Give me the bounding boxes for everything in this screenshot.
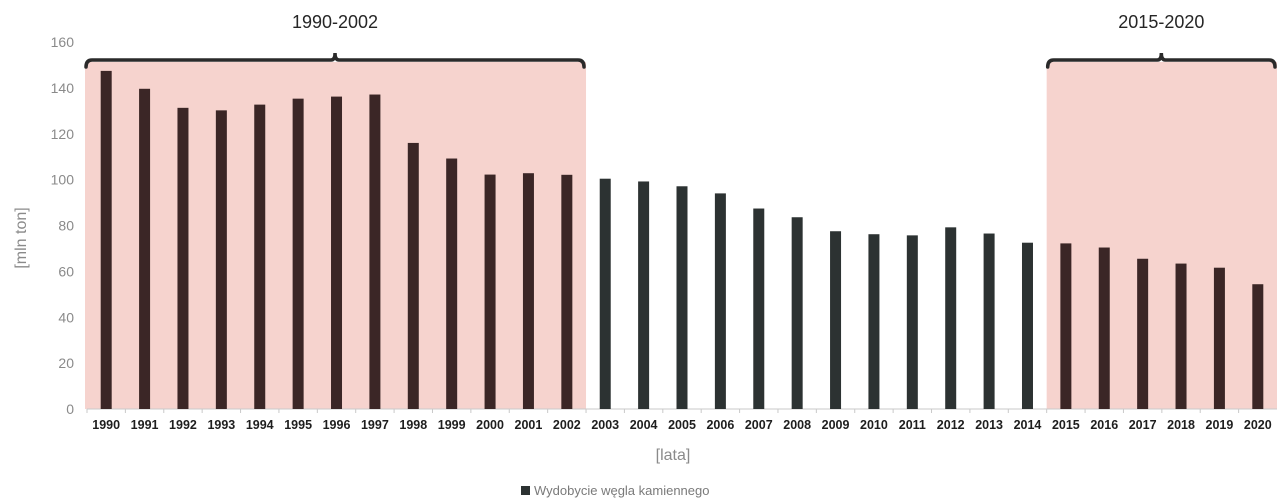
x-tick-label: 1991 [131, 418, 159, 432]
period-bracket-1 [84, 52, 586, 69]
x-tick-label: 2004 [630, 418, 658, 432]
y-axis-title: [mln ton] [13, 207, 30, 268]
bars-layer [100, 70, 1264, 410]
period-label-1: 1990-2002 [292, 12, 378, 32]
x-tick-label: 1998 [399, 418, 427, 432]
x-tick-label: 2006 [706, 418, 734, 432]
labels-layer: 1990-2002 2015-2020 1990 1991 1992 1993 1994 19… [92, 12, 1271, 432]
x-tick-label: 2001 [515, 418, 543, 432]
x-tick-label: 2017 [1129, 418, 1157, 432]
x-tick-label: 1996 [323, 418, 351, 432]
bar-1995 [292, 98, 304, 409]
x-tick-label: 2007 [745, 418, 773, 432]
legend-swatch [521, 486, 530, 495]
bar-1992 [177, 107, 189, 409]
x-tick-label: 2003 [591, 418, 619, 432]
bar-1991 [139, 88, 151, 409]
y-tick-label: 80 [58, 218, 74, 234]
bar-2008 [791, 217, 803, 409]
bar-2004 [638, 181, 650, 409]
bar-2013 [983, 233, 995, 409]
bar-1993 [215, 110, 227, 409]
legend-label: Wydobycie węgla kamiennego [534, 483, 709, 498]
bar-2007 [753, 208, 765, 409]
x-tick-label: 1994 [246, 418, 274, 432]
x-tick-label: 2005 [668, 418, 696, 432]
x-axis-title: [lata] [656, 447, 691, 464]
y-tick-label: 0 [66, 401, 74, 417]
bar-2011 [906, 235, 918, 409]
bar-1999 [446, 158, 458, 409]
bar-1998 [407, 142, 419, 410]
axes-layer: 0 20 40 60 80 100 120 140 160 [51, 34, 1277, 417]
y-tick-label: 120 [51, 126, 75, 142]
x-tick-label: 1990 [92, 418, 120, 432]
y-tick-label: 60 [58, 263, 74, 279]
legend: Wydobycie węgla kamiennego [521, 483, 709, 498]
x-tick-label: 2012 [937, 418, 965, 432]
highlight-region-2 [1046, 62, 1277, 409]
y-tick-label: 160 [51, 34, 75, 50]
bar-2017 [1137, 258, 1149, 409]
bar-1990 [100, 70, 112, 410]
bar-2001 [522, 173, 534, 409]
bar-2016 [1098, 247, 1110, 409]
bar-1994 [254, 104, 266, 409]
x-tick-label: 2015 [1052, 418, 1080, 432]
x-tick-label: 2019 [1206, 418, 1234, 432]
bar-2010 [868, 234, 880, 409]
x-tick-label: 2000 [476, 418, 504, 432]
bar-2003 [599, 178, 611, 409]
y-tick-label: 140 [51, 80, 75, 96]
x-tick-label: 2010 [860, 418, 888, 432]
bar-2005 [676, 186, 688, 409]
period-bracket-2 [1045, 52, 1277, 69]
bar-2006 [714, 193, 726, 409]
period-label-2: 2015-2020 [1118, 12, 1204, 32]
bar-2014 [1021, 242, 1033, 409]
bar-1997 [369, 94, 381, 409]
bar-2019 [1213, 267, 1225, 409]
x-tick-label: 1995 [284, 418, 312, 432]
x-tick-label: 2008 [783, 418, 811, 432]
bar-2018 [1175, 263, 1187, 409]
x-tick-label: 2011 [899, 418, 926, 432]
bar-2009 [830, 231, 842, 409]
y-tick-label: 40 [58, 309, 74, 325]
x-tick-label: 2002 [553, 418, 581, 432]
bar-2015 [1060, 243, 1072, 409]
y-tick-label: 20 [58, 355, 74, 371]
x-tick-label: 1997 [361, 418, 389, 432]
bar-2002 [561, 174, 573, 409]
x-tick-label: 2018 [1167, 418, 1195, 432]
x-tick-label: 1993 [207, 418, 235, 432]
x-tick-label: 2014 [1014, 418, 1042, 432]
y-tick-label: 100 [51, 172, 75, 188]
x-tick-label: 1992 [169, 418, 197, 432]
x-tick-label: 2013 [975, 418, 1003, 432]
x-tick-label: 1999 [438, 418, 466, 432]
x-tick-label: 2020 [1244, 418, 1272, 432]
bar-1996 [331, 96, 343, 409]
bar-2020 [1252, 284, 1264, 409]
bar-2000 [484, 174, 496, 409]
x-tick-label: 2016 [1090, 418, 1118, 432]
bar-2012 [945, 227, 957, 409]
x-tick-label: 2009 [822, 418, 850, 432]
